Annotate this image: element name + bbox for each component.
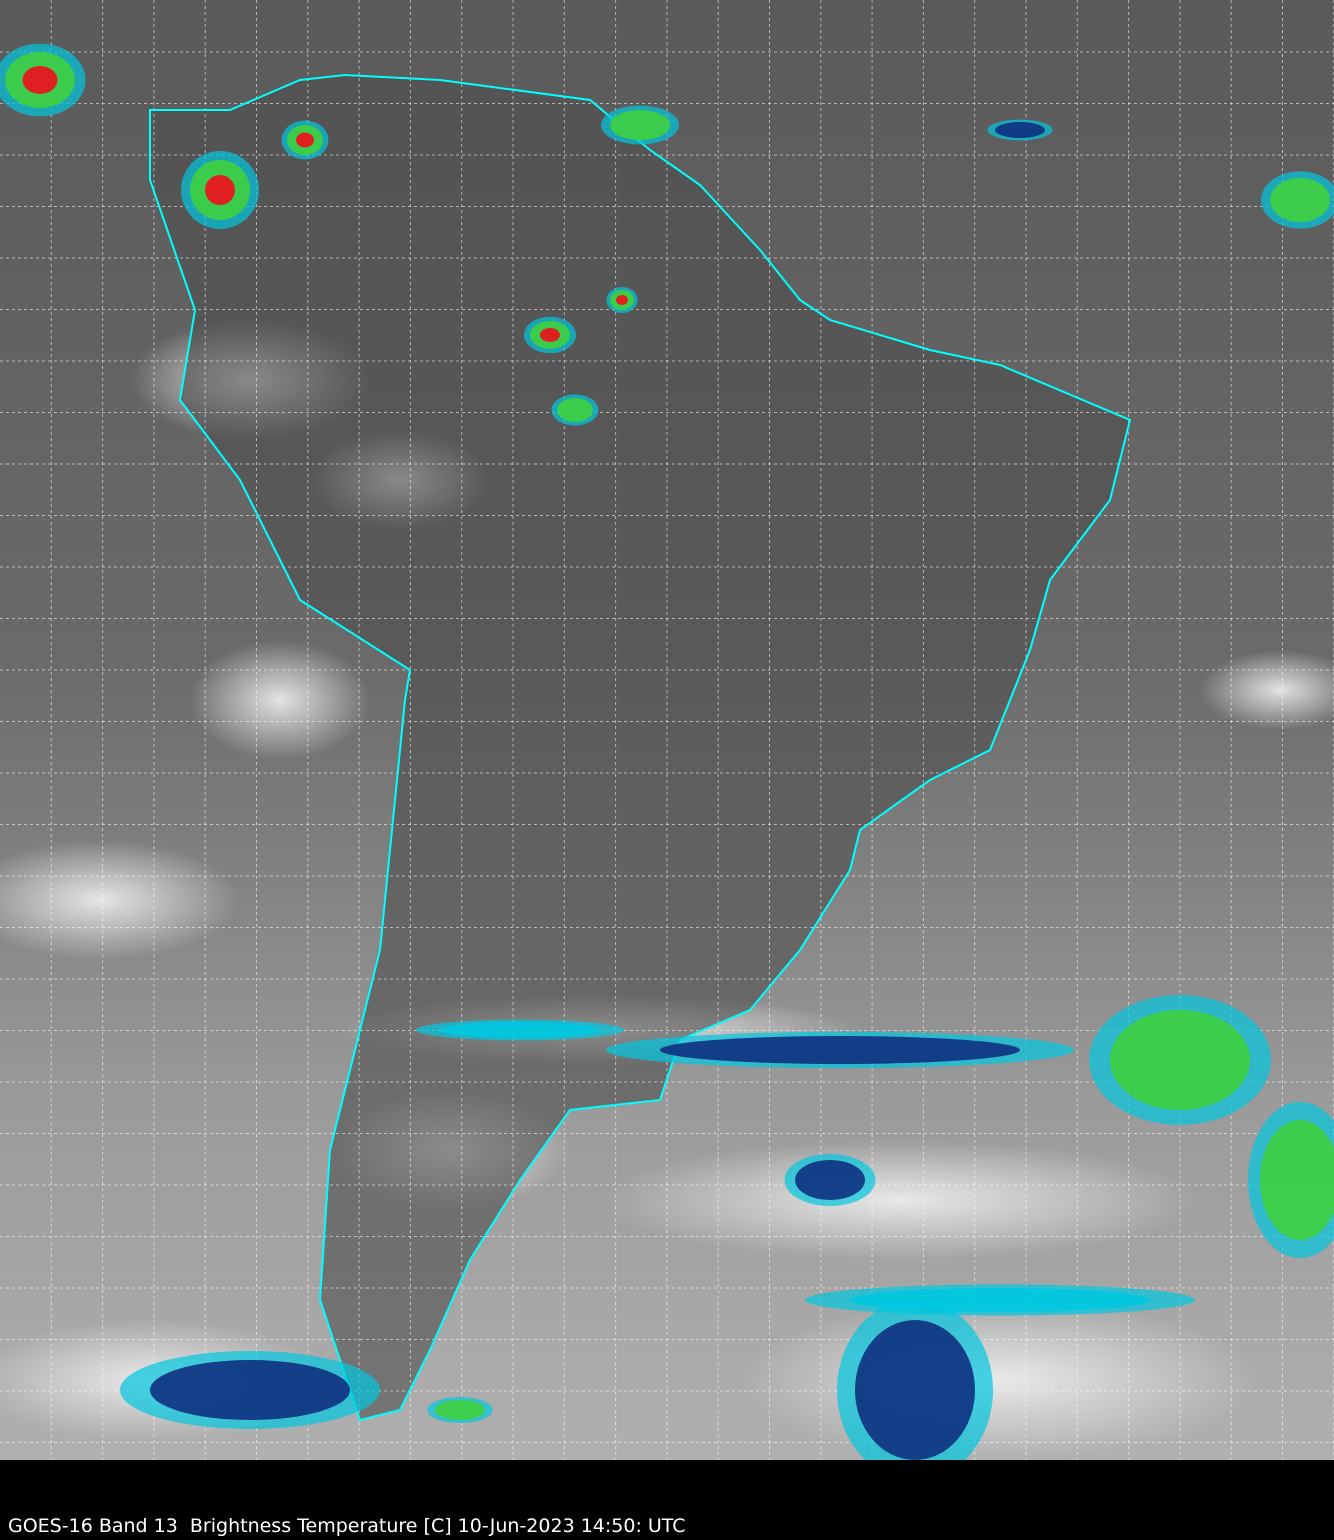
cloud-mass [1200, 650, 1334, 730]
cold-cloud-peak [296, 132, 314, 148]
cold-cloud-core [610, 110, 670, 140]
cold-cloud-core [850, 1288, 1150, 1312]
coastline-boundaries [149, 73, 1132, 1422]
cold-cloud-core [435, 1400, 485, 1420]
cold-cloud-core [855, 1320, 975, 1460]
cold-cloud-core [1260, 1120, 1334, 1240]
cold-cloud-core [795, 1160, 865, 1200]
cold-cloud-peak [616, 295, 628, 305]
cold-cloud-core [1270, 178, 1330, 222]
cold-cloud-core [150, 1360, 350, 1420]
cloud-mass [740, 1300, 1260, 1460]
cloud-mass [600, 1140, 1200, 1260]
satellite-map [0, 0, 1334, 1460]
cold-cloud-core [557, 398, 593, 422]
cold-cloud-tops [0, 43, 1334, 1460]
cloud-mass [190, 640, 370, 760]
cold-cloud-core [660, 1036, 1020, 1064]
cold-cloud-core [440, 1022, 600, 1038]
cold-cloud-core [995, 122, 1045, 138]
cold-cloud-peak [540, 328, 560, 342]
cloud-mass [0, 840, 240, 960]
image-caption: GOES-16 Band 13 Brightness Temperature [… [8, 1515, 686, 1537]
cold-cloud-peak [22, 66, 58, 94]
cold-cloud-core [1110, 1010, 1250, 1110]
continent-land [150, 75, 1130, 1420]
cold-cloud-peak [205, 175, 235, 205]
